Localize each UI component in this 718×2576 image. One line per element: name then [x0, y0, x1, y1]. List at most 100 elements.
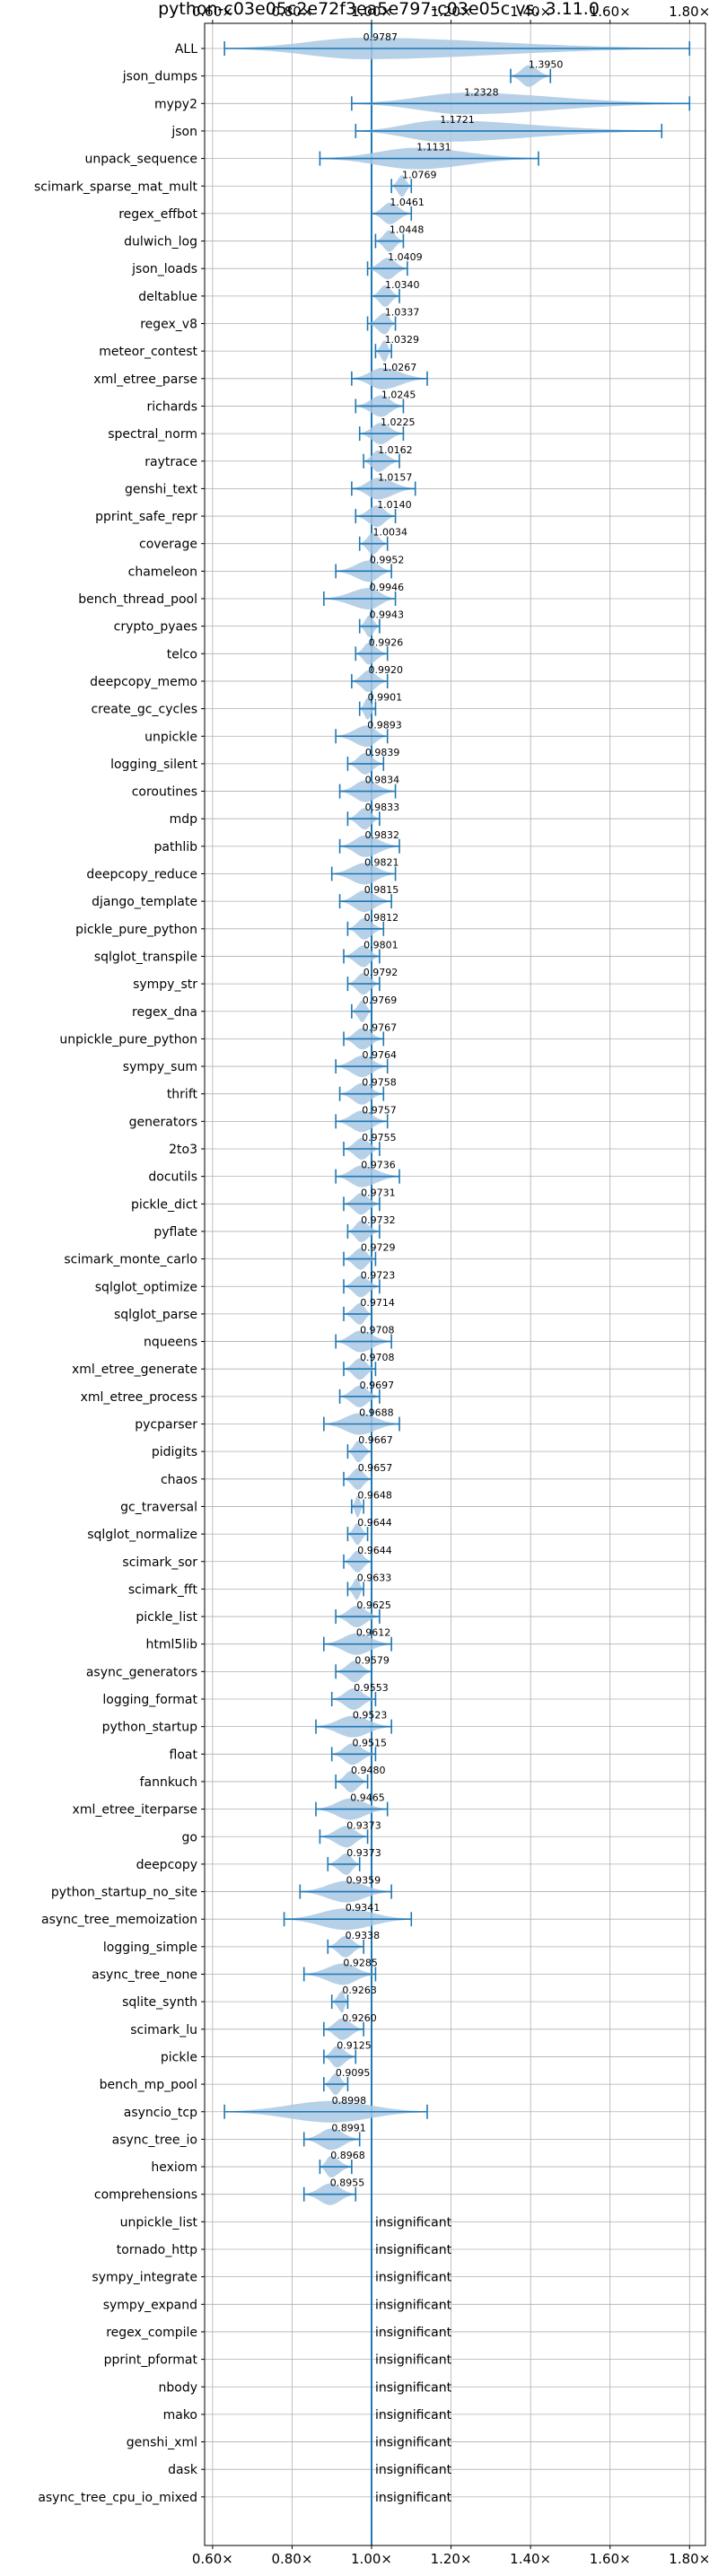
median-value-label: 0.9787: [363, 31, 398, 43]
benchmark-label: sqlglot_normalize: [87, 1528, 197, 1542]
insignificant-label: insignificant: [375, 2491, 452, 2505]
benchmark-label: async_tree_none: [92, 1968, 197, 1983]
median-value-label: 0.8955: [330, 2177, 365, 2189]
benchmark-label: spectral_norm: [108, 427, 197, 442]
median-value-label: 0.9648: [357, 1489, 392, 1501]
benchmark-label: raytrace: [144, 455, 197, 469]
median-value-label: 0.9708: [360, 1352, 395, 1363]
benchmark-label: comprehensions: [94, 2188, 197, 2203]
benchmark-label: chaos: [161, 1473, 197, 1487]
benchmark-label: ALL: [175, 42, 197, 57]
insignificant-label: insignificant: [375, 2326, 452, 2340]
median-value-label: 0.8991: [331, 2122, 366, 2134]
median-value-label: 1.0461: [390, 197, 425, 208]
insignificant-label: insignificant: [375, 2380, 452, 2395]
median-value-label: 0.9657: [358, 1462, 393, 1474]
median-value-label: 0.9341: [346, 1902, 381, 1914]
median-value-label: 0.9758: [362, 1077, 397, 1089]
median-value-label: 1.0157: [378, 471, 413, 483]
x-tick-label-bottom: 1.80×: [669, 2551, 710, 2567]
benchmark-label: crypto_pyaes: [114, 620, 197, 635]
insignificant-label: insignificant: [375, 2436, 452, 2450]
benchmark-label: coroutines: [132, 785, 197, 800]
median-value-label: 0.9523: [353, 1710, 388, 1722]
benchmark-label: mypy2: [154, 97, 197, 111]
benchmark-label: bench_mp_pool: [100, 2078, 197, 2092]
median-value-label: 0.9285: [343, 1958, 378, 1969]
median-value-label: 0.9801: [363, 939, 398, 951]
median-value-label: 0.9832: [365, 829, 400, 841]
benchmark-label: scimark_lu: [130, 2023, 197, 2037]
benchmark-label: pickle_list: [136, 1610, 197, 1625]
insignificant-label: insignificant: [375, 2463, 452, 2477]
median-value-label: 0.9688: [359, 1407, 394, 1419]
grid-layer: [201, 20, 705, 2549]
benchmark-label: richards: [147, 399, 198, 414]
benchmark-label: async_tree_io: [112, 2133, 197, 2147]
median-value-label: 0.8968: [330, 2150, 365, 2161]
median-value-label: 0.9731: [361, 1187, 396, 1198]
violin-layer: [223, 38, 691, 2205]
benchmark-label: logging_simple: [103, 1941, 197, 1955]
median-value-label: 0.9644: [357, 1517, 392, 1529]
median-value-label: 1.1721: [440, 114, 474, 126]
x-tick-label-top: 0.80×: [271, 4, 312, 20]
x-tick-label-top: 1.20×: [431, 4, 472, 20]
median-value-label: 1.0267: [382, 362, 417, 373]
benchmark-label: sympy_expand: [103, 2298, 197, 2312]
median-value-label: 0.9952: [370, 554, 405, 565]
benchmark-label: xml_etree_parse: [93, 372, 197, 387]
median-value-label: 0.9612: [356, 1627, 391, 1639]
benchmark-label: pickle_pure_python: [75, 923, 197, 937]
x-tick-label-top: 1.80×: [669, 4, 710, 20]
median-value-label: 0.9714: [360, 1297, 395, 1309]
median-value-label: 0.9755: [362, 1132, 397, 1143]
benchmark-label: python_startup_no_site: [51, 1886, 197, 1900]
benchmark-label: xml_etree_process: [81, 1390, 197, 1405]
benchmark-label: mako: [163, 2408, 197, 2423]
benchmark-label: regex_compile: [106, 2326, 197, 2340]
benchmark-label: chameleon: [128, 565, 197, 579]
chart-title: python-c03e05c2e72f3ea5e797-c03e05c vs. …: [158, 0, 600, 19]
benchmark-label: sqlglot_parse: [114, 1308, 197, 1322]
benchmark-label: pickle: [161, 2050, 197, 2064]
median-value-label: 1.0409: [388, 251, 423, 263]
benchmark-label: docutils: [148, 1170, 197, 1185]
median-value-label: 1.0162: [378, 444, 413, 456]
median-value-label: 0.9263: [342, 1985, 377, 1996]
insignificant-label: insignificant: [375, 2243, 452, 2257]
benchmark-label: json: [171, 125, 197, 139]
median-value-label: 1.0448: [390, 224, 425, 236]
x-tick-label-bottom: 1.60×: [590, 2551, 631, 2567]
x-tick-label-bottom: 1.20×: [431, 2551, 472, 2567]
median-value-label: 0.9812: [364, 912, 399, 924]
benchmark-label: sqlglot_transpile: [94, 950, 197, 964]
median-value-label: 0.9667: [358, 1434, 393, 1446]
median-value-label: 0.9625: [356, 1599, 391, 1611]
x-tick-label-top: 1.40×: [510, 4, 551, 20]
benchmark-label: create_gc_cycles: [91, 703, 197, 717]
benchmark-label: asyncio_tcp: [124, 2106, 197, 2120]
benchmark-label: async_tree_memoization: [41, 1913, 197, 1927]
median-value-label: 0.9946: [370, 582, 405, 593]
benchmark-label: genshi_xml: [127, 2436, 197, 2450]
benchmark-label: pycparser: [135, 1418, 197, 1433]
median-value-label: 0.9723: [361, 1269, 396, 1281]
median-value-label: 0.9465: [350, 1792, 385, 1804]
insignificant-label: insignificant: [375, 2353, 452, 2368]
x-tick-label-bottom: 0.80×: [271, 2551, 312, 2567]
benchmark-label: regex_v8: [140, 318, 197, 332]
benchmark-label: bench_thread_pool: [78, 592, 197, 607]
benchmark-label: genshi_text: [125, 482, 198, 496]
benchmark-label: deepcopy_memo: [90, 675, 197, 689]
benchmark-label: sympy_str: [133, 977, 197, 992]
insignificant-label: insignificant: [375, 2408, 452, 2423]
benchmark-label: pickle_dict: [131, 1197, 198, 1212]
benchmark-label: scimark_sor: [122, 1555, 197, 1570]
median-value-label: 0.9579: [355, 1654, 390, 1666]
median-value-label: 1.3950: [529, 59, 564, 71]
median-value-label: 1.0140: [377, 499, 412, 511]
median-value-label: 0.9373: [346, 1847, 381, 1859]
x-tick-label-bottom: 1.40×: [510, 2551, 551, 2567]
benchmark-label: float: [170, 1748, 198, 1762]
